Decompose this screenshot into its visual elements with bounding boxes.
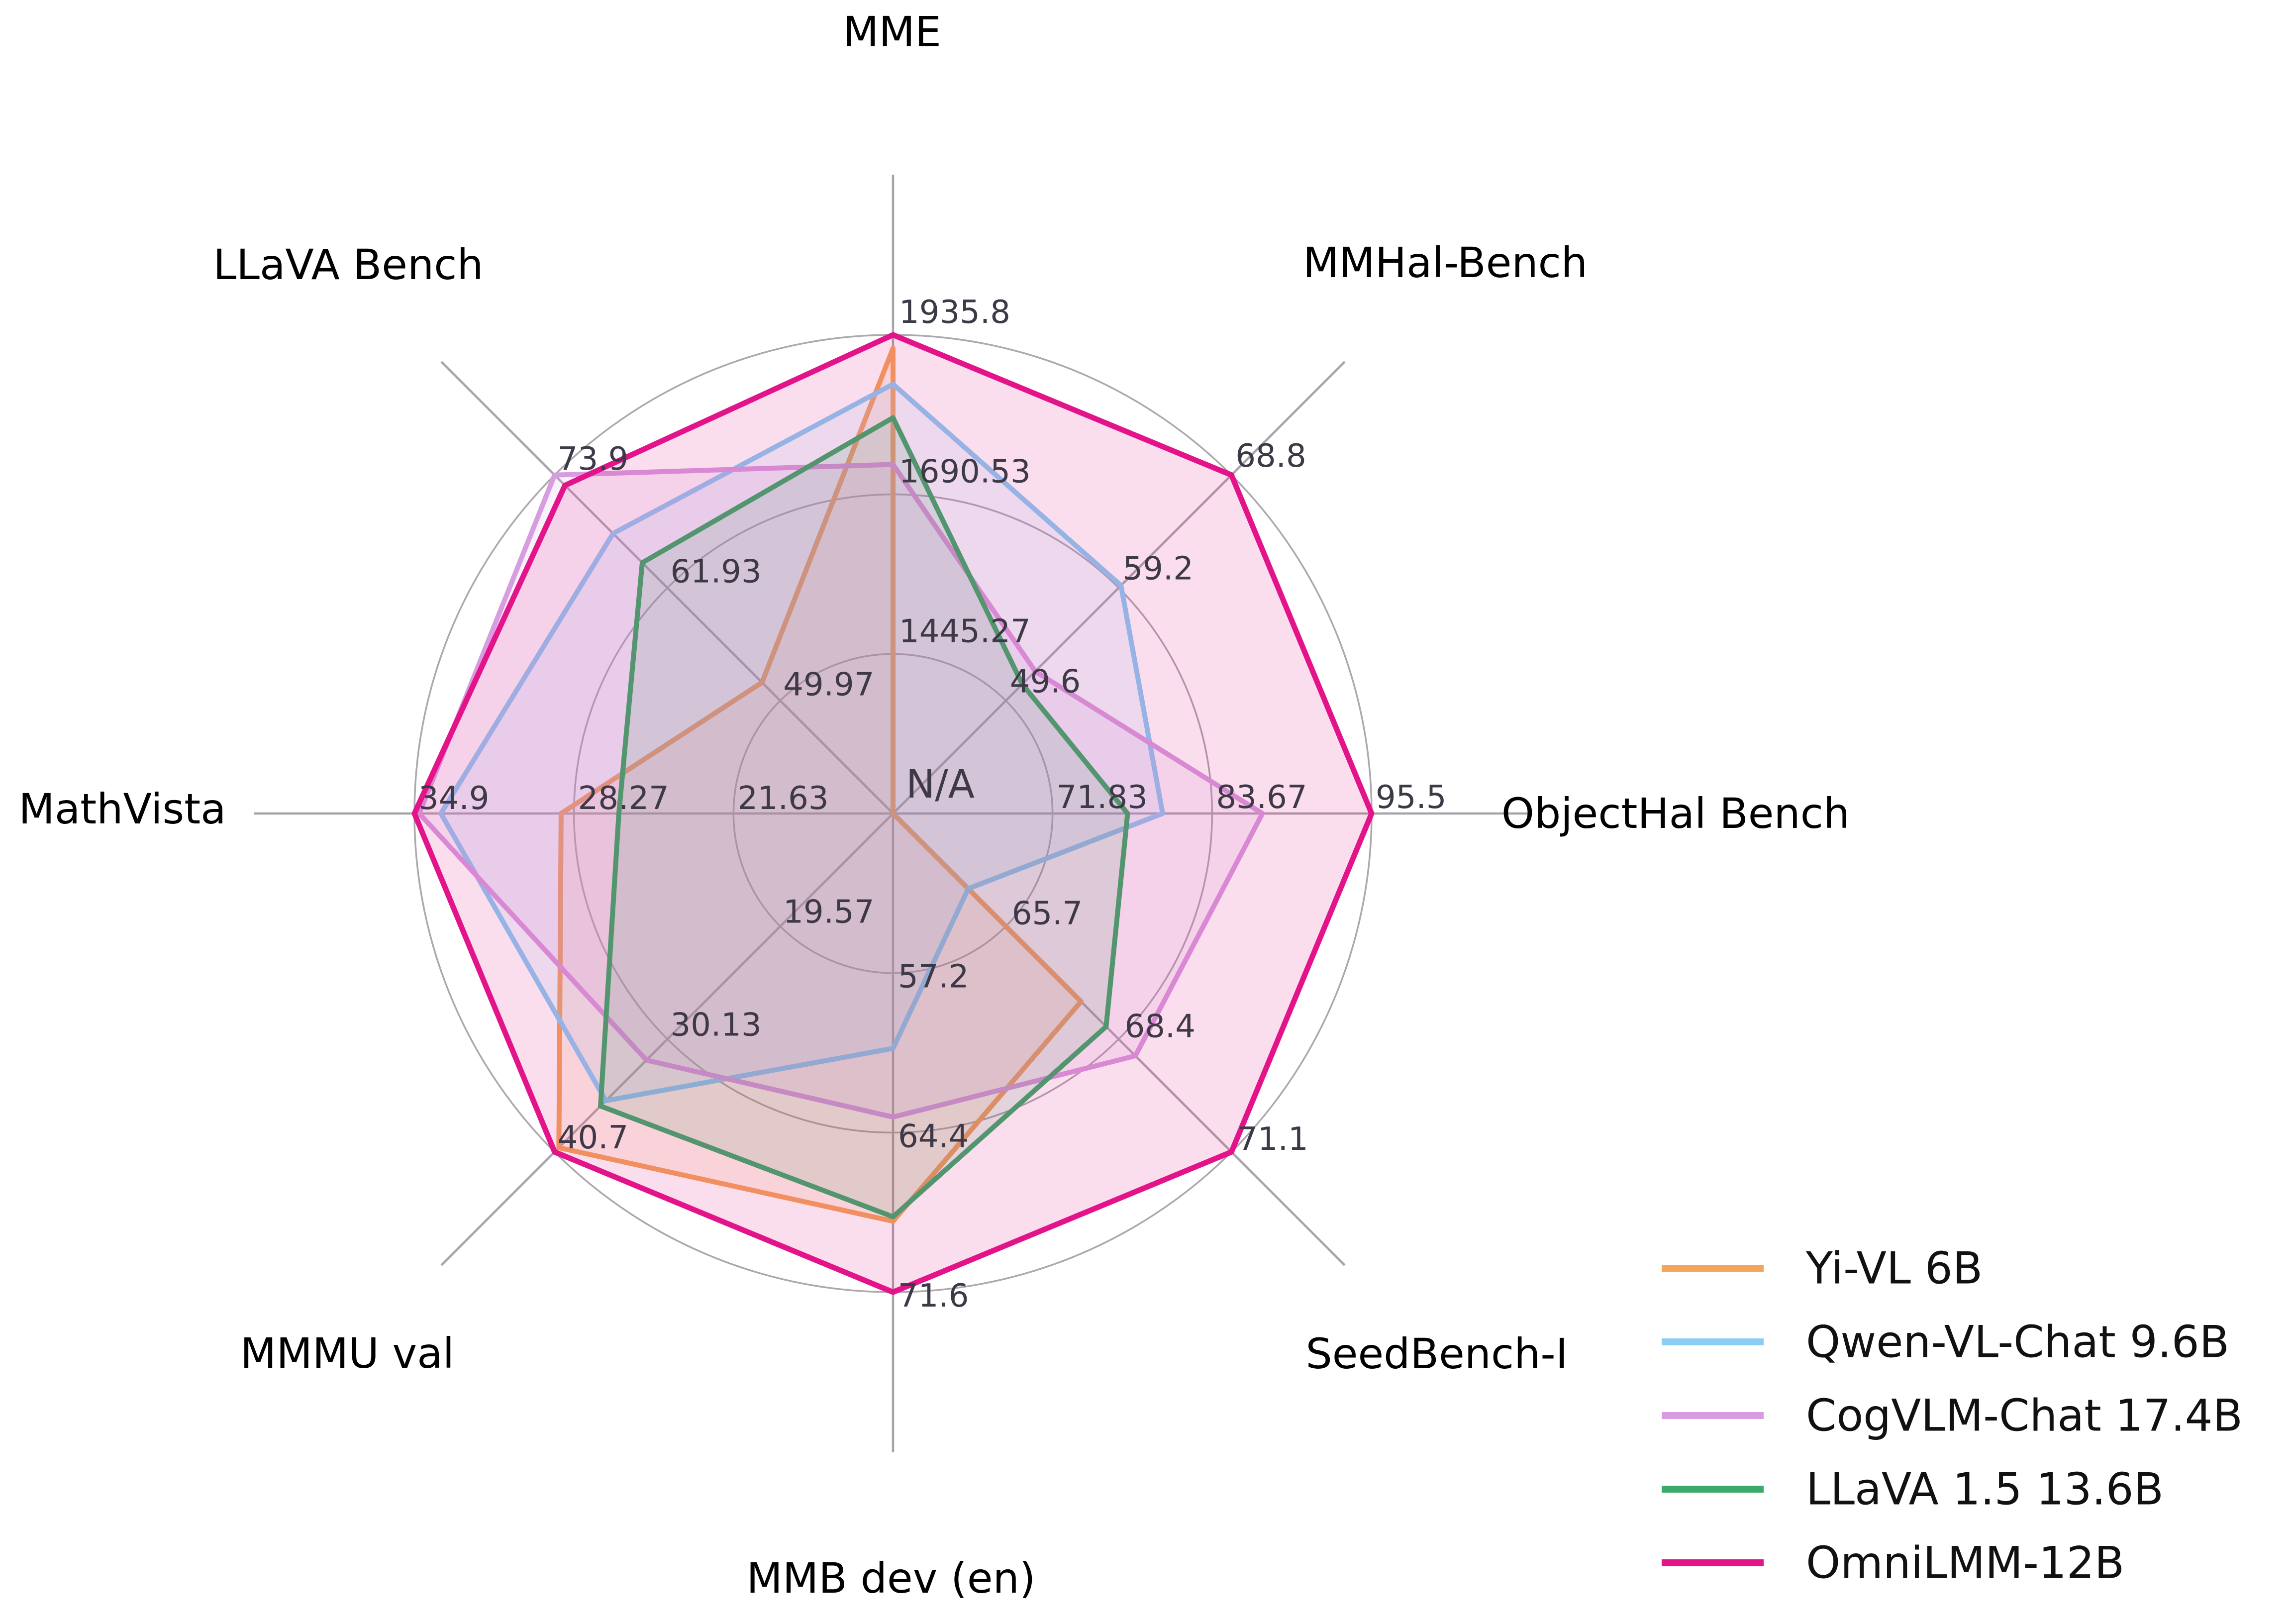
tick-label: 49.97 [783, 666, 874, 703]
legend-label: OmniLMM-12B [1806, 1537, 2124, 1589]
tick-label: 95.5 [1376, 779, 1447, 816]
tick-label: 59.2 [1122, 551, 1194, 588]
tick-label: 1445.27 [899, 613, 1031, 650]
legend-label: CogVLM-Chat 17.4B [1806, 1390, 2243, 1441]
series-polygon-cogvlm-chat-17-4b [416, 462, 1265, 1120]
legend-item: Yi-VL 6B [1662, 1243, 1983, 1294]
axis-label-mme: MME [843, 7, 941, 56]
legend-item: CogVLM-Chat 17.4B [1662, 1390, 2243, 1441]
tick-label: 40.7 [558, 1119, 629, 1156]
axis-label-objecthal-bench: ObjectHal Bench [1501, 789, 1850, 838]
tick-label: 68.4 [1124, 1008, 1196, 1045]
legend-label: LLaVA 1.5 13.6B [1806, 1464, 2164, 1515]
axis-label-mmmu-val: MMMU val [240, 1329, 454, 1378]
legend-label: Yi-VL 6B [1805, 1243, 1983, 1294]
series-polygon-yi-vl-6b [556, 346, 1084, 1224]
tick-label: 65.7 [1012, 896, 1083, 932]
tick-labels: 1445.27 1690.53 1935.8 49.6 59.2 68.8 71.83 83.… [418, 294, 1447, 1315]
tick-label: 71.1 [1237, 1121, 1308, 1158]
legend-item: LLaVA 1.5 13.6B [1662, 1464, 2164, 1515]
tick-label: 83.67 [1216, 779, 1307, 816]
axis-label-mathvista: MathVista [18, 785, 226, 833]
center-tick-label: N/A [906, 762, 975, 807]
tick-label: 1690.53 [899, 454, 1031, 491]
tick-label: 68.8 [1235, 438, 1306, 475]
legend-item: Qwen-VL-Chat 9.6B [1662, 1317, 2229, 1368]
tick-label: 19.57 [783, 894, 874, 931]
legend-label: Qwen-VL-Chat 9.6B [1806, 1317, 2229, 1368]
tick-label: 49.6 [1010, 663, 1081, 700]
legend-item: OmniLMM-12B [1662, 1537, 2124, 1589]
legend: Yi-VL 6B Qwen-VL-Chat 9.6B CogVLM-Chat 17.… [1662, 1243, 2243, 1589]
axis-label-mmb-dev-en-: MMB dev (en) [746, 1554, 1035, 1603]
series-polygon-qwen-vl-chat-9-6b [438, 382, 1165, 1104]
tick-label: 73.9 [558, 441, 629, 478]
tick-label: 21.63 [737, 780, 828, 817]
tick-label: 34.9 [418, 780, 490, 817]
tick-label: 57.2 [898, 959, 969, 996]
series-polygon-omnilmm-12b [411, 332, 1375, 1295]
tick-label: 71.6 [898, 1278, 969, 1315]
axis-label-llava-bench: LLaVA Bench [213, 240, 483, 289]
tick-label: 30.13 [671, 1007, 762, 1043]
tick-label: 61.93 [671, 554, 762, 591]
tick-label: 28.27 [578, 780, 669, 817]
axis-label-mmhal-bench: MMHal-Bench [1303, 238, 1588, 287]
tick-label: 71.83 [1057, 779, 1148, 816]
axis-labels: MME MMHal-Bench ObjectHal Bench SeedBench-I… [18, 7, 1850, 1603]
series-polygon-llava-1-5-13-6b [598, 415, 1130, 1219]
tick-label: 64.4 [898, 1118, 969, 1155]
tick-label: 1935.8 [899, 294, 1010, 331]
axis-label-seedbench-i: SeedBench-I [1305, 1329, 1568, 1378]
